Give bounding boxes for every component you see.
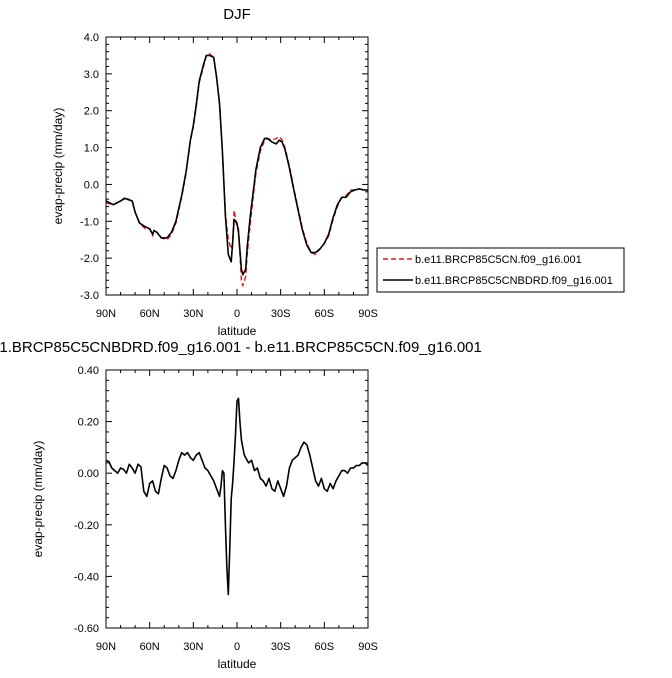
- x-tick-label: 90N: [96, 641, 116, 653]
- series-line-1: [105, 397, 369, 596]
- x-tick-label: 90N: [96, 308, 116, 320]
- chart-2: 11.BRCP85C5CNBDRD.f09_g16.001 - b.e11.BR…: [0, 339, 482, 671]
- x-tick-label: 60N: [140, 641, 160, 653]
- legend-box: [376, 247, 625, 293]
- x-tick-label: 90S: [358, 641, 378, 653]
- y-tick-label: -0.40: [74, 571, 99, 583]
- y-tick-label: 0.20: [78, 417, 99, 429]
- plot-frame: [105, 36, 369, 296]
- y-axis-label: evap-precip (mm/day): [51, 108, 65, 225]
- y-tick-label: -0.60: [74, 623, 99, 635]
- x-tick-label: 30S: [271, 641, 291, 653]
- x-tick-label: 0: [234, 641, 240, 653]
- x-axis-label: latitude: [218, 324, 257, 338]
- legend-entry: b.e11.BRCP85C5CNBDRD.f09_g16.001: [415, 275, 613, 287]
- x-tick-label: 30S: [271, 308, 291, 320]
- x-tick-label: 90S: [358, 308, 378, 320]
- y-tick-label: -1.0: [80, 216, 99, 228]
- y-tick-label: -2.0: [80, 253, 99, 265]
- y-tick-label: 0.40: [78, 365, 99, 377]
- x-tick-label: 60S: [315, 308, 335, 320]
- chart-title: DJF: [223, 6, 251, 23]
- series-line-1: [105, 52, 368, 287]
- y-tick-label: 2.0: [84, 106, 99, 118]
- y-tick-label: 1.0: [84, 143, 99, 155]
- x-tick-label: 30N: [183, 308, 203, 320]
- y-tick-label: -3.0: [80, 290, 99, 302]
- chart-title: 11.BRCP85C5CNBDRD.f09_g16.001 - b.e11.BR…: [0, 339, 482, 356]
- x-axis-label: latitude: [218, 657, 257, 671]
- y-tick-label: -0.20: [74, 520, 99, 532]
- chart-1: DJF -3.0 -2.0 -1.0 0.0 1.0 2.0 3.0 4.0 90N 60N 30N 0…: [51, 6, 625, 338]
- legend-entry: b.e11.BRCP85C5CN.f09_g16.001: [415, 254, 582, 266]
- x-tick-label: 60S: [315, 641, 335, 653]
- x-tick-label: 0: [234, 308, 240, 320]
- y-tick-label: 0.00: [78, 468, 99, 480]
- y-tick-label: 3.0: [84, 69, 99, 81]
- x-tick-label: 60N: [140, 308, 160, 320]
- x-tick-label: 30N: [183, 641, 203, 653]
- series-line-2: [105, 54, 368, 276]
- y-axis-label: evap-precip (mm/day): [31, 441, 45, 558]
- y-tick-label: 0.0: [84, 179, 99, 191]
- y-tick-label: 4.0: [84, 32, 99, 44]
